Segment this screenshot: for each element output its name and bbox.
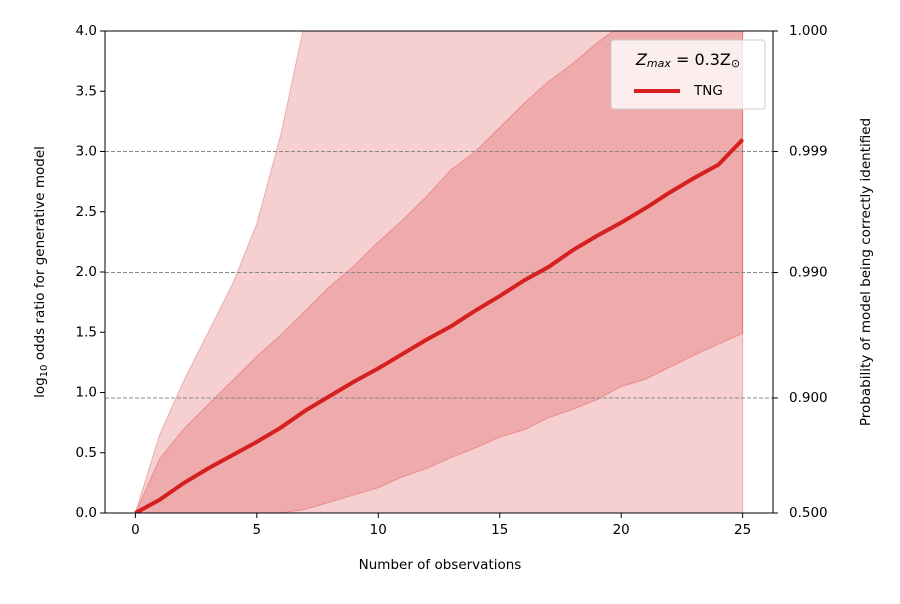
y2-axis-label: Probability of model being correctly ide… [858,118,874,426]
legend-label: TNG [693,83,723,99]
y-tick-label: 2.5 [76,204,97,220]
y2-tick-label: 0.990 [789,265,828,281]
y-tick-label: 1.0 [76,385,97,401]
y2-tick-label: 0.999 [789,144,828,160]
legend: Zmax = 0.3Z⊙ TNG [610,39,766,110]
lines [134,138,745,513]
y-tick-label: 3.0 [76,144,97,160]
y2-tick-label: 0.500 [789,505,828,521]
legend-title-sub: max [647,57,671,70]
band [134,31,744,513]
y-tick-label: 2.0 [76,264,97,280]
x-tick-label: 5 [253,522,262,538]
y-tick-label: 3.5 [76,83,97,99]
legend-title-sub: ⊙ [731,57,740,70]
x-tick-label: 25 [734,522,751,538]
line [134,138,745,513]
y-tick-label: 0.5 [76,445,97,461]
y-tick-label: 1.5 [76,324,97,340]
y-tick-label: 4.0 [76,23,97,39]
y-tick-label: 0.0 [76,505,97,521]
y-label-part: odds ratio for generative model [32,146,48,365]
x-tick-label: 20 [613,522,630,538]
x-tick-label: 15 [491,522,508,538]
x-tick-label: 10 [370,522,387,538]
y-axis-label: log10 odds ratio for generative model [32,146,50,398]
legend-title: Zmax = 0.3Z⊙ [635,50,740,71]
y-label-sub: 10 [39,365,50,378]
axes: 0 5 10 15 20 25 0.0 0.5 1.0 1.5 2.0 2.5 3.0 3.5 4.0 0.5… [76,23,828,538]
x-axis-label: Number of observations [359,557,522,573]
grid [105,151,773,399]
y-label-part: log [32,377,48,398]
x-tick-label: 0 [131,522,140,538]
y2-tick-label: 1.000 [789,23,828,39]
legend-title-part: = 0.3Z [671,50,731,69]
legend-title-part: Z [635,50,648,69]
y2-tick-label: 0.900 [789,390,828,406]
